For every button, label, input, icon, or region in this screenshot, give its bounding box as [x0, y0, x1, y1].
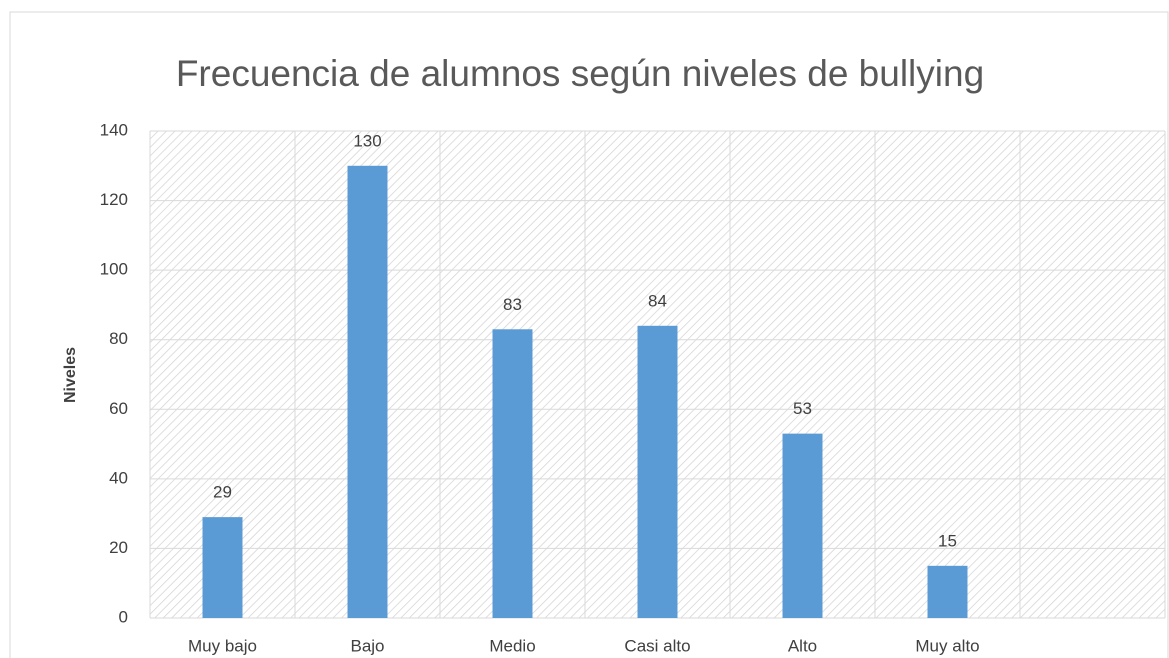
x-tick-label: Muy alto	[915, 636, 979, 655]
data-label: 130	[353, 131, 381, 150]
y-tick-label: 120	[100, 190, 128, 209]
y-tick-label: 40	[109, 468, 128, 487]
y-tick-label: 100	[100, 260, 128, 279]
data-label: 53	[793, 399, 812, 418]
data-label: 84	[648, 291, 667, 310]
bar	[927, 565, 968, 618]
x-tick-label: Medio	[489, 636, 535, 655]
data-label: 29	[213, 483, 232, 502]
bar	[202, 517, 243, 618]
data-label: 83	[503, 295, 522, 314]
x-tick-label: Bajo	[350, 636, 384, 655]
bar	[492, 329, 533, 618]
chart-title: Frecuencia de alumnos según niveles de b…	[176, 53, 984, 94]
x-tick-label: Alto	[788, 636, 817, 655]
bar	[347, 165, 388, 619]
data-label: 15	[938, 531, 957, 550]
x-tick-label: Casi alto	[624, 636, 690, 655]
plot: 0 20 40 60 80 100 120 140 Muy bajo 29 Bajo 130 Medio…	[100, 120, 1166, 655]
bar	[782, 433, 823, 618]
y-tick-label: 60	[109, 399, 128, 418]
y-tick-label: 20	[109, 538, 128, 557]
y-tick-label: 140	[100, 120, 128, 139]
x-tick-label: Muy bajo	[188, 636, 257, 655]
y-tick-label: 80	[109, 329, 128, 348]
y-tick-label: 0	[119, 607, 128, 626]
bar	[637, 325, 678, 618]
y-axis-label: Niveles	[62, 347, 79, 403]
